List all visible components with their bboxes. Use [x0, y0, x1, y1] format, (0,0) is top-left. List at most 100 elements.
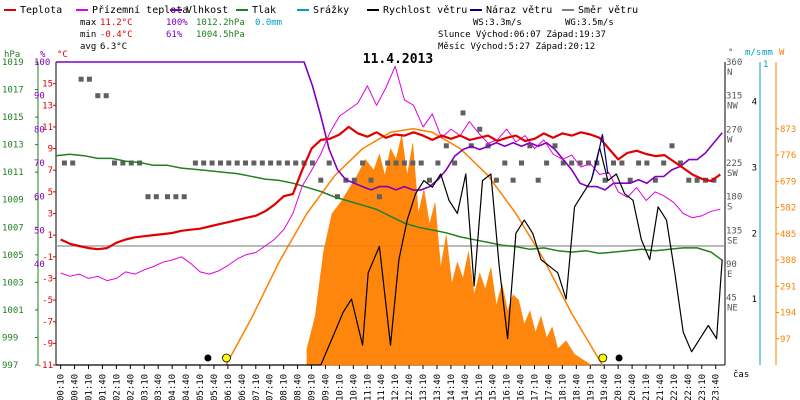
direction-point	[293, 160, 299, 166]
x-tick-label: 00:10	[57, 374, 67, 400]
direction-tick-dir: NE	[727, 304, 738, 314]
wind-speed-line	[56, 147, 723, 366]
legend-label: Teplota	[20, 5, 62, 16]
celsius-tick-label: 1	[48, 231, 53, 241]
x-tick-label: 12:40	[405, 374, 415, 400]
direction-point	[251, 160, 257, 166]
direction-point	[636, 160, 642, 166]
direction-point	[418, 160, 424, 166]
direction-point	[145, 194, 151, 200]
stats-wind-gust: WG:3.5m/s	[565, 18, 614, 28]
solar-tick-label: 679	[780, 177, 796, 187]
celsius-tick-label: 13	[42, 101, 53, 111]
pressure-line	[55, 153, 723, 261]
direction-point	[218, 160, 223, 166]
stats-min-temp: -0.4°C	[100, 30, 133, 40]
direction-point	[326, 160, 332, 166]
hpa-tick-label: 997	[2, 361, 18, 371]
direction-tick-value: 90	[726, 260, 737, 270]
x-tick-label: 11:40	[377, 374, 387, 400]
direction-point	[611, 160, 616, 166]
hpa-tick-label: 999	[2, 333, 18, 343]
direction-point	[602, 177, 608, 183]
axes: 00:10 00:40 01:10 01:40 02:10 02:40 03:10 03:40…	[2, 48, 796, 400]
hpa-tick-label: 1003	[2, 278, 24, 288]
solar-tick-label: 873	[780, 125, 796, 135]
direction-point	[535, 177, 541, 183]
stats-avg-label: avg	[80, 42, 96, 52]
direction-point	[128, 160, 134, 166]
x-tick-label: 18:10	[558, 374, 568, 400]
wind-tick-label: 1	[752, 295, 757, 305]
stats-max-temp: 11.2°C	[100, 18, 133, 28]
percent-tick-label: 100	[34, 58, 50, 68]
direction-point	[502, 160, 508, 166]
x-tick-label: 11:10	[363, 374, 373, 400]
hpa-tick-label: 1001	[2, 306, 24, 316]
hpa-tick-label: 1009	[2, 196, 24, 206]
x-tick-label: 17:10	[531, 374, 541, 400]
x-tick-label: 02:10	[112, 374, 122, 400]
direction-tick-value: 135	[726, 226, 742, 236]
stats-min-label: min	[80, 30, 96, 40]
stats-avg-temp: 6.3°C	[100, 42, 127, 52]
direction-point	[61, 160, 67, 166]
direction-point	[644, 160, 650, 166]
x-tick-label: 20:10	[614, 374, 624, 400]
x-tick-label: 06:10	[224, 374, 234, 400]
direction-point	[619, 160, 625, 166]
hpa-tick-label: 1013	[2, 141, 24, 151]
x-tick-label: 22:10	[670, 374, 680, 400]
x-tick-label: 13:40	[433, 374, 443, 400]
direction-point	[460, 110, 466, 116]
direction-point	[70, 160, 76, 166]
direction-point	[410, 160, 416, 166]
direction-tick-dir: E	[727, 270, 732, 280]
percent-tick-label: 50	[34, 226, 45, 236]
x-tick-label: 03:40	[154, 374, 164, 400]
percent-tick-label: 60	[34, 193, 45, 203]
direction-point	[268, 160, 274, 166]
solar-tick-label: 582	[780, 204, 796, 214]
stats-max-humidity: 100%	[166, 18, 188, 28]
x-tick-label: 14:40	[461, 374, 471, 400]
ground-temp-line	[60, 65, 721, 282]
solar-max-line	[225, 128, 604, 366]
direction-axis-unit: °	[728, 48, 733, 58]
direction-point	[652, 177, 658, 183]
direction-point	[560, 160, 566, 166]
sunrise-icon	[222, 353, 231, 363]
celsius-tick-label: 9	[48, 145, 53, 155]
stats-min-pressure: 1004.5hPa	[196, 30, 245, 40]
stats-moon: Měsíc Východ:5:27 Západ:20:12	[438, 42, 595, 52]
direction-point	[627, 177, 633, 183]
direction-point	[393, 160, 399, 166]
direction-tick-value: 315	[726, 92, 742, 102]
wind-gust-line	[590, 133, 609, 181]
direction-tick-dir: NW	[727, 102, 738, 112]
direction-point	[284, 160, 290, 166]
celsius-tick-label: 11	[42, 123, 53, 133]
solar-tick-label: 291	[780, 282, 796, 292]
celsius-tick-label: -9	[42, 339, 53, 349]
stats-sun: Slunce Východ:06:07 Západ:19:37	[438, 30, 606, 40]
x-tick-label: 05:10	[196, 374, 206, 400]
direction-tick-dir: W	[727, 135, 733, 145]
legend-label: Vlhkost	[186, 5, 228, 16]
direction-point	[103, 93, 109, 99]
direction-point	[694, 177, 700, 183]
x-tick-label: 01:40	[98, 374, 108, 400]
legend-label: Přízemní teplota	[92, 4, 188, 16]
direction-point	[209, 160, 215, 166]
direction-tick-value: 180	[726, 193, 742, 203]
x-tick-label: 15:10	[475, 374, 485, 400]
direction-point	[544, 160, 550, 166]
legend-label: Náraz větru	[486, 4, 552, 16]
solar-axis-unit: W	[779, 48, 785, 58]
direction-tick-value: 360	[726, 58, 742, 68]
x-tick-label: 23:10	[698, 374, 708, 400]
hpa-tick-label: 1019	[2, 58, 24, 68]
direction-point	[360, 160, 366, 166]
x-axis-label: čas	[733, 369, 749, 380]
direction-point	[677, 160, 683, 166]
